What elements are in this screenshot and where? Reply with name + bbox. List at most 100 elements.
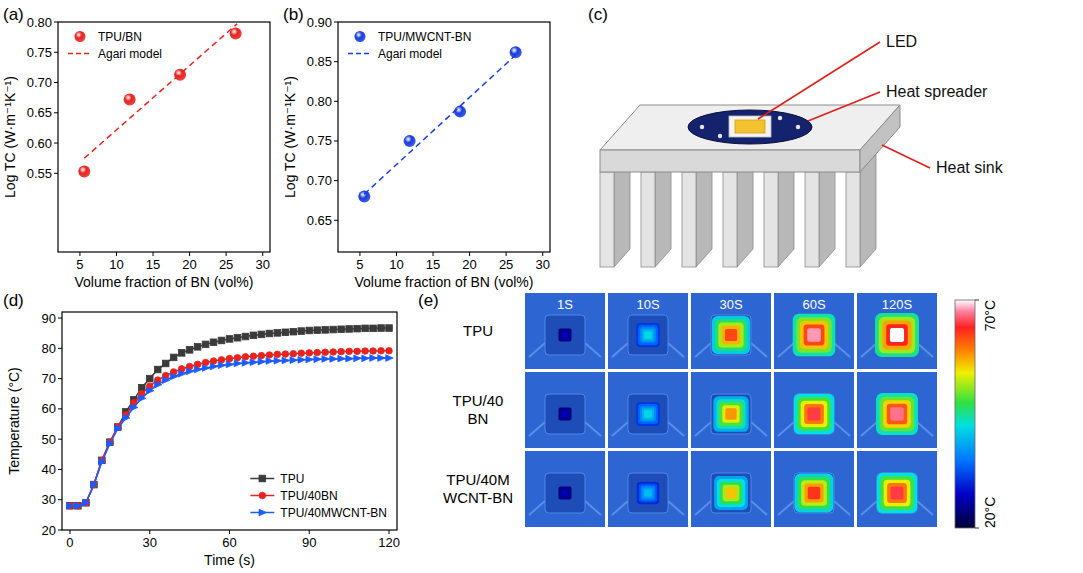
data-point [178, 370, 185, 377]
series-line [70, 351, 389, 506]
wire [834, 343, 850, 357]
wire [612, 501, 628, 515]
y-axis-title: Log TC (W·m⁻¹K⁻¹) [2, 76, 18, 198]
hot-ring [560, 409, 571, 420]
data-point [362, 325, 369, 332]
y-tick [54, 112, 58, 113]
row-label: TPU [463, 322, 493, 339]
hot-spot [558, 407, 571, 420]
data-point [298, 328, 305, 335]
x-tick [189, 252, 190, 256]
hot-ring [876, 393, 918, 435]
row-label: BN [468, 410, 489, 427]
data-point [226, 336, 233, 343]
hot-spot [712, 316, 750, 354]
chart-panel: (b)510152025300.650.700.750.800.850.90Vo… [282, 5, 550, 290]
data-point [386, 325, 393, 332]
hot-ring [712, 316, 750, 354]
wire [834, 422, 850, 436]
data-point [314, 356, 321, 363]
data-point [75, 502, 82, 509]
sink-base [600, 150, 860, 172]
fin [682, 172, 696, 267]
y-tick [58, 469, 62, 470]
hot-spot [558, 486, 571, 499]
thermal-background [525, 372, 605, 448]
y-tick [54, 82, 58, 83]
wire [585, 343, 601, 357]
x-tick-label: 15 [146, 257, 160, 272]
wire [668, 343, 684, 357]
data-layer [78, 24, 241, 178]
led-package [794, 394, 834, 434]
y-tick [58, 318, 62, 319]
part-label: Heat spreader [886, 83, 988, 100]
data-point [178, 350, 185, 357]
hot-ring [890, 328, 904, 342]
y-tick-label: 80 [42, 341, 56, 356]
data-point [330, 356, 337, 363]
led-package [877, 473, 917, 513]
data-point [234, 334, 241, 341]
y-axis-title: Log TC (W·m⁻¹K⁻¹) [282, 76, 298, 198]
wire [668, 501, 684, 515]
hot-ring [642, 408, 654, 420]
hot-ring [880, 476, 914, 510]
pad [718, 134, 722, 138]
x-tick [69, 530, 70, 534]
data-point [274, 351, 281, 358]
hot-ring [883, 400, 911, 428]
y-tick-label: 0.70 [307, 173, 332, 188]
x-axis-title: Volume fraction of BN (vol%) [355, 274, 534, 290]
data-point [314, 327, 321, 334]
hot-ring [891, 487, 904, 500]
data-point [370, 325, 377, 332]
y-tick [334, 180, 338, 181]
x-tick [262, 252, 263, 256]
time-label: 60S [802, 297, 825, 312]
y-tick-label: 30 [42, 492, 56, 507]
wire [834, 501, 850, 515]
data-point [378, 325, 385, 332]
x-tick-label: 60 [222, 535, 236, 550]
data-point [298, 357, 305, 364]
x-tick [542, 252, 543, 256]
data-point [282, 351, 289, 358]
data-point [162, 360, 169, 367]
data-point [378, 347, 385, 354]
data-point [226, 355, 233, 362]
data-point [91, 481, 98, 488]
data-point [124, 93, 136, 105]
hot-ring [801, 480, 827, 506]
hot-ring [718, 322, 743, 347]
hot-ring [562, 411, 568, 417]
wire [917, 501, 933, 515]
wire [668, 422, 684, 436]
panel-label: (e) [418, 291, 439, 310]
y-tick-label: 70 [42, 371, 56, 386]
led-package [711, 315, 751, 355]
hot-ring [636, 402, 660, 426]
data-point [67, 502, 74, 509]
led-package [794, 315, 834, 355]
data-point [354, 325, 361, 332]
data-point [202, 365, 209, 372]
hot-ring [804, 404, 824, 424]
row-label: TPU/40 [453, 392, 504, 409]
wire [778, 343, 794, 357]
x-tick [149, 530, 150, 534]
data-point [78, 166, 90, 178]
series-line [70, 358, 389, 506]
data-point [290, 328, 297, 335]
diagram: (c)LEDHeat spreaderHeat sink [588, 5, 1004, 267]
led-package [877, 315, 917, 355]
data-point [83, 499, 90, 506]
data-point [386, 355, 393, 362]
data-point [234, 354, 241, 361]
plot-frame [58, 22, 270, 252]
thermal-background [608, 293, 688, 369]
hot-ring [563, 333, 567, 337]
data-point [354, 355, 361, 362]
data-point [250, 332, 257, 339]
y-tick [334, 61, 338, 62]
